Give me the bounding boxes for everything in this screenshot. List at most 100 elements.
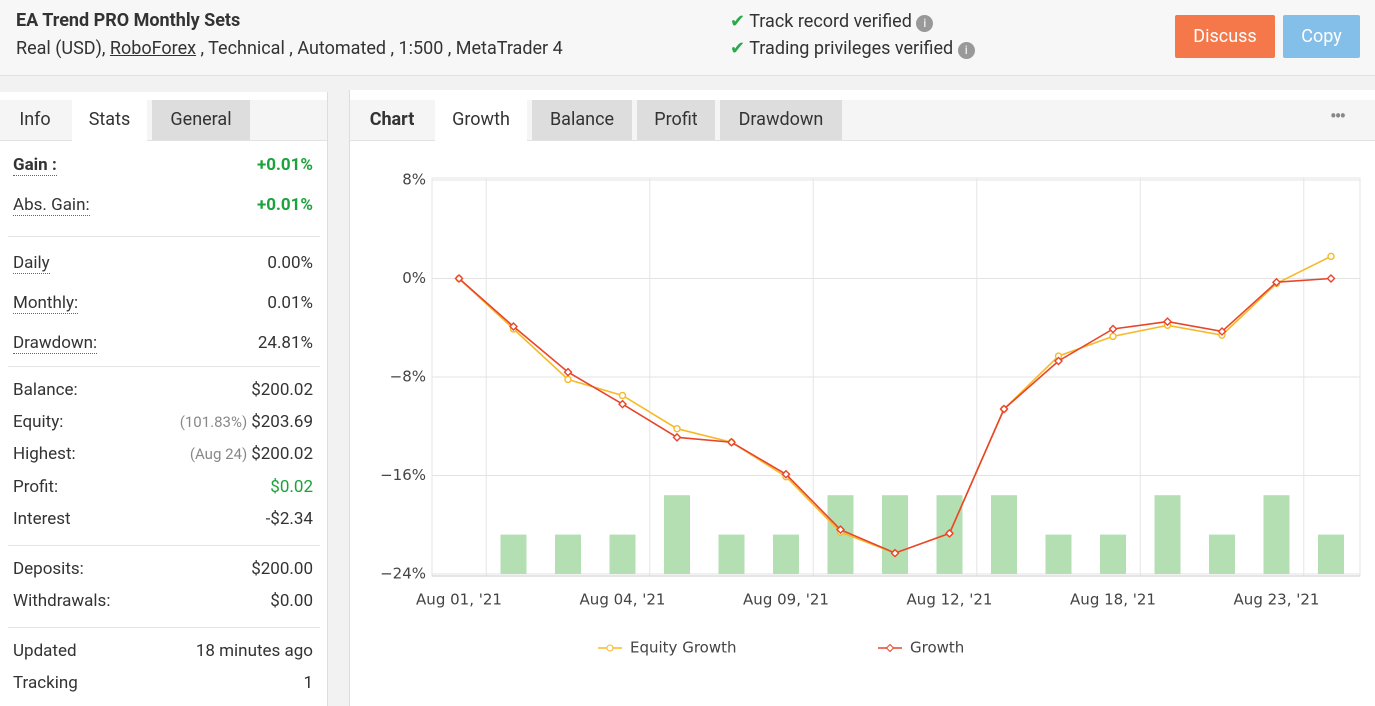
marker <box>672 432 682 442</box>
stat-label: Equity: <box>13 412 64 433</box>
subtitle-text: , Technical , Automated , 1:500 , MetaTr… <box>200 38 563 59</box>
marker <box>563 367 573 377</box>
bar <box>1154 495 1181 574</box>
separator <box>8 366 320 367</box>
y-tick-label: −8% <box>390 368 426 386</box>
stat-value-wrap: 1 <box>303 670 313 696</box>
stat-row: Monthly: 0.01% <box>13 290 313 316</box>
stat-row: Gain : +0.01% <box>13 152 313 178</box>
menu-dots[interactable]: ••• <box>1330 104 1346 128</box>
stat-row: Deposits: $200.00 <box>13 556 313 582</box>
marker <box>1054 356 1063 366</box>
stat-label: Highest: <box>13 444 76 465</box>
tab-stats[interactable]: Stats <box>72 100 147 141</box>
stat-value: 0.00% <box>267 253 313 273</box>
stat-value: $200.00 <box>251 559 313 579</box>
bar <box>500 534 527 574</box>
marker <box>727 437 736 447</box>
verified-text: Track record verified <box>749 11 912 32</box>
marker <box>836 525 845 535</box>
bar <box>718 534 745 574</box>
verified-1: ✔ Track record verified i <box>730 11 934 32</box>
stat-value: $0.02 <box>270 476 313 497</box>
stat-row: Daily 0.00% <box>13 250 313 276</box>
legend-marker <box>885 643 895 653</box>
copy-button[interactable]: Copy <box>1283 15 1360 58</box>
stat-value-wrap: $0.02 <box>270 474 313 500</box>
stat-note: (101.83%) <box>179 413 248 432</box>
stat-value: 0.01% <box>267 293 313 313</box>
x-tick-label: Aug 01, '21 <box>416 591 502 609</box>
stat-value-wrap: 0.01% <box>267 290 313 316</box>
tab-balance[interactable]: Balance <box>532 100 632 140</box>
marker <box>1109 332 1117 341</box>
stat-row: Drawdown: 24.81% <box>13 330 313 356</box>
stat-label: Withdrawals: <box>13 591 111 611</box>
marker <box>1163 317 1172 327</box>
subtitle-text: Real (USD), <box>16 38 106 59</box>
bar <box>1318 534 1344 574</box>
tab-general[interactable]: General <box>152 100 250 140</box>
stat-value-wrap: 0.00% <box>267 250 313 276</box>
marker <box>999 404 1009 414</box>
bar <box>773 534 799 574</box>
stat-value: 18 minutes ago <box>195 641 313 661</box>
tab-drawdown[interactable]: Drawdown <box>720 100 842 140</box>
bar <box>664 495 690 574</box>
x-tick-label: Aug 04, '21 <box>580 591 666 609</box>
stat-label: Gain : <box>13 155 57 176</box>
marker <box>454 274 464 283</box>
stat-value-wrap: (101.83%) $203.69 <box>180 409 313 435</box>
stat-value-wrap: (Aug 24) $200.02 <box>190 441 313 467</box>
stat-row: Highest: (Aug 24) $200.02 <box>13 441 313 467</box>
stat-value-wrap: $200.00 <box>251 556 313 582</box>
x-tick-label: Aug 23, '21 <box>1234 591 1320 609</box>
legend-label: Equity Growth <box>630 639 737 657</box>
bar <box>991 495 1017 574</box>
marker <box>673 425 681 433</box>
subtitle: Real (USD), RoboForex , Technical , Auto… <box>16 38 563 59</box>
marker <box>564 375 572 384</box>
stat-value-wrap: -$2.34 <box>266 506 313 532</box>
stat-value: $0.00 <box>270 591 313 611</box>
stat-row: Tracking 1 <box>13 670 313 696</box>
tab-info[interactable]: Info <box>19 109 51 130</box>
discuss-button[interactable]: Discuss <box>1175 15 1275 58</box>
broker-link[interactable]: RoboForex <box>109 38 197 59</box>
stat-row: Withdrawals: $0.00 <box>13 588 313 614</box>
bar <box>609 534 636 574</box>
stat-label: Tracking <box>13 673 78 693</box>
y-tick-label: 8% <box>402 171 426 189</box>
stat-value-wrap: +0.01% <box>257 152 313 178</box>
stat-value: 1 <box>303 673 313 693</box>
marker <box>945 528 954 538</box>
marker <box>1108 324 1118 334</box>
marker <box>1326 274 1336 283</box>
stat-value-wrap: $200.02 <box>251 377 313 403</box>
stat-label: Deposits: <box>13 559 84 579</box>
tab-growth[interactable]: Growth <box>435 100 527 141</box>
marker <box>509 322 518 332</box>
legend-marker <box>606 644 614 652</box>
stat-value: $200.02 <box>251 444 313 465</box>
verified-text: Trading privileges verified <box>749 38 954 59</box>
x-tick-label: Aug 09, '21 <box>743 591 829 609</box>
stat-value-wrap: +0.01% <box>257 192 313 218</box>
y-tick-label: −24% <box>380 565 426 583</box>
legend-label: Growth <box>910 639 964 657</box>
marker <box>781 469 791 479</box>
stat-value-wrap: $0.00 <box>270 588 313 614</box>
stat-label: Profit: <box>13 476 59 497</box>
stat-label: Daily <box>13 253 50 274</box>
stat-row: Abs. Gain: +0.01% <box>13 192 313 218</box>
stat-value: -$2.34 <box>265 508 313 529</box>
marker <box>618 399 627 409</box>
stat-label: Balance: <box>13 380 78 400</box>
stat-note: (Aug 24) <box>189 445 248 464</box>
stat-row: Profit: $0.02 <box>13 474 313 500</box>
stat-row: Interest -$2.34 <box>13 506 313 532</box>
separator <box>8 545 320 546</box>
stats-panel: Info Stats General Gain : +0.01% Abs. Gain… <box>0 92 328 706</box>
tab-profit[interactable]: Profit <box>637 100 715 140</box>
